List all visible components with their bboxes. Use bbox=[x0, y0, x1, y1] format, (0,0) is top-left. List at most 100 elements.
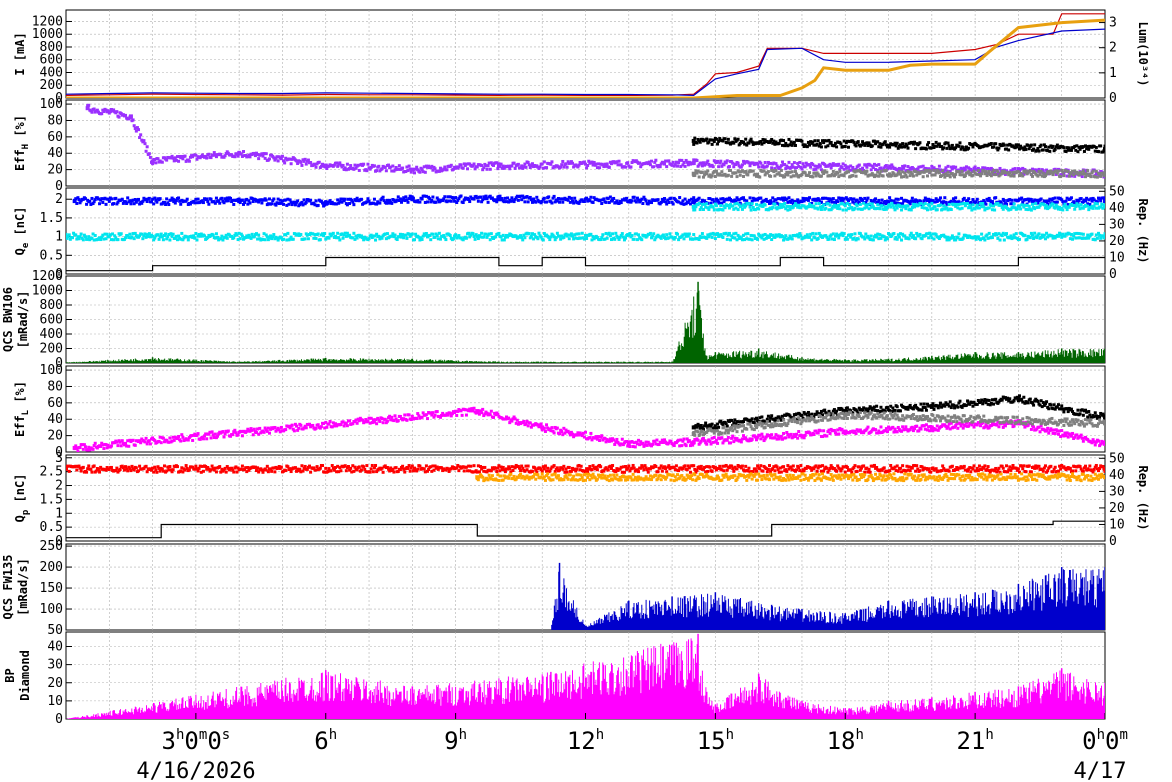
series-point bbox=[958, 207, 962, 211]
series-point bbox=[992, 145, 996, 149]
series-point bbox=[435, 196, 439, 200]
series-point bbox=[1037, 170, 1041, 174]
series-point bbox=[740, 238, 744, 242]
series-point bbox=[177, 434, 181, 438]
series-point bbox=[603, 162, 607, 166]
series-point bbox=[720, 170, 724, 174]
series-point bbox=[139, 133, 143, 137]
series-point bbox=[733, 202, 737, 206]
series-point bbox=[940, 174, 944, 178]
series-point bbox=[1061, 200, 1065, 204]
series-point bbox=[522, 233, 526, 237]
series-point bbox=[773, 235, 777, 239]
series-point bbox=[1007, 399, 1011, 403]
series-point bbox=[714, 137, 718, 141]
series-point bbox=[109, 444, 113, 448]
series-point bbox=[839, 142, 843, 146]
series-point bbox=[391, 164, 395, 168]
series-point bbox=[761, 138, 765, 142]
series-point bbox=[1035, 198, 1039, 202]
series-point bbox=[898, 232, 902, 236]
series-point bbox=[479, 235, 483, 239]
series-point bbox=[795, 203, 799, 207]
series-point bbox=[958, 399, 962, 403]
series-point bbox=[751, 169, 755, 173]
series-point bbox=[561, 159, 565, 163]
series-point bbox=[910, 235, 914, 239]
series-point bbox=[556, 197, 560, 201]
series-point bbox=[144, 436, 148, 440]
series-point bbox=[766, 414, 770, 418]
series-point bbox=[174, 158, 178, 162]
series-point bbox=[872, 162, 876, 166]
series-point bbox=[233, 428, 237, 432]
series-point bbox=[890, 163, 894, 167]
series-point bbox=[1084, 199, 1088, 203]
series-point bbox=[223, 197, 227, 201]
series-point bbox=[467, 231, 471, 235]
series-point bbox=[1052, 403, 1056, 407]
series-point bbox=[609, 238, 613, 242]
series-point bbox=[700, 164, 704, 168]
series-point bbox=[207, 432, 211, 436]
series-point bbox=[1066, 410, 1070, 414]
series-point bbox=[950, 201, 954, 205]
series-point bbox=[433, 235, 437, 239]
series-point bbox=[422, 165, 426, 169]
series-point bbox=[442, 167, 446, 171]
series-point bbox=[864, 163, 868, 167]
series-point bbox=[710, 142, 714, 146]
series-point bbox=[983, 208, 987, 212]
series-point bbox=[750, 202, 754, 206]
series-point bbox=[901, 170, 905, 174]
series-point bbox=[853, 232, 857, 236]
series-point bbox=[248, 201, 252, 205]
series-point bbox=[710, 422, 714, 426]
series-point bbox=[1099, 199, 1103, 203]
series-point bbox=[612, 196, 616, 200]
series-point bbox=[980, 398, 984, 402]
series-point bbox=[737, 203, 741, 207]
series-point bbox=[1064, 205, 1068, 209]
data-point bbox=[691, 171, 696, 176]
series-point bbox=[314, 165, 318, 169]
series-point bbox=[488, 167, 492, 171]
series-point bbox=[328, 232, 332, 236]
series-point bbox=[871, 205, 875, 209]
series-point bbox=[1019, 167, 1023, 171]
series-point bbox=[627, 200, 631, 204]
series-point bbox=[878, 233, 882, 237]
series-point bbox=[353, 237, 357, 241]
data-point bbox=[691, 161, 696, 166]
series-point bbox=[1009, 234, 1013, 238]
series-point bbox=[325, 425, 329, 429]
series-point bbox=[977, 206, 981, 210]
series-point bbox=[896, 233, 900, 237]
series-point bbox=[115, 202, 119, 206]
series-point bbox=[124, 236, 128, 240]
series-point bbox=[795, 200, 799, 204]
series-point bbox=[796, 205, 800, 209]
series-point bbox=[964, 234, 968, 238]
series-point bbox=[288, 198, 292, 202]
series-point bbox=[862, 201, 866, 205]
series-point bbox=[993, 208, 997, 212]
series-point bbox=[126, 196, 130, 200]
series-point bbox=[968, 402, 972, 406]
series-point bbox=[705, 424, 709, 428]
data-point bbox=[1103, 204, 1105, 209]
series-point bbox=[116, 200, 120, 204]
series-point bbox=[152, 238, 156, 242]
series-point bbox=[1054, 169, 1058, 173]
series-point bbox=[844, 196, 848, 200]
series-point bbox=[338, 161, 342, 165]
series-point bbox=[489, 161, 493, 165]
series-point bbox=[765, 164, 769, 168]
series-point bbox=[803, 165, 807, 169]
series-point bbox=[1052, 200, 1056, 204]
series-point bbox=[684, 158, 688, 162]
series-point bbox=[516, 198, 520, 202]
series-point bbox=[273, 158, 277, 162]
series-point bbox=[907, 237, 911, 241]
series-point bbox=[585, 196, 589, 200]
